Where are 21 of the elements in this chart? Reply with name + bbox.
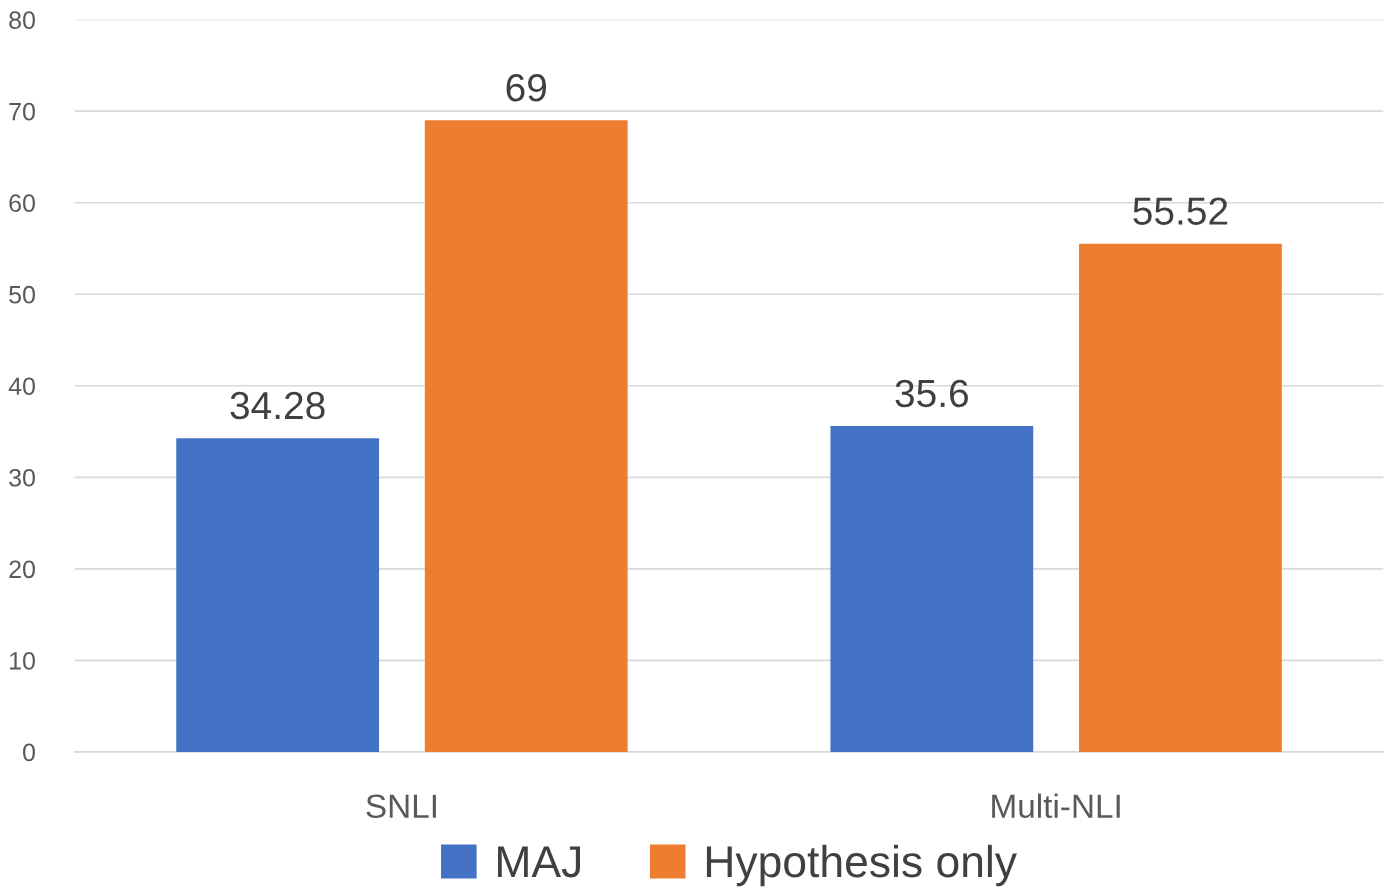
y-tick-label: 0 (23, 743, 35, 762)
legend-label: Hypothesis only (706, 844, 1017, 887)
bar (1079, 243, 1282, 752)
y-tick-label: 60 (9, 194, 35, 213)
x-tick-label: SNLI (366, 794, 436, 819)
bar (830, 426, 1034, 752)
legend-label: MAJ (498, 846, 580, 878)
data-label: 69 (506, 74, 547, 102)
y-tick-label: 80 (9, 11, 35, 29)
y-tick-label: 70 (9, 102, 35, 121)
y-tick-label: 10 (10, 651, 35, 670)
data-label: 55.52 (1133, 197, 1228, 225)
y-tick-label: 40 (8, 377, 35, 396)
data-label: 35.6 (895, 379, 968, 408)
bar (176, 438, 380, 752)
bar (424, 120, 628, 752)
data-label: 34.28 (230, 391, 325, 420)
x-tick-label: Multi-NLI (992, 793, 1120, 819)
y-tick-label: 30 (9, 468, 35, 487)
y-tick-label: 20 (9, 560, 35, 579)
y-tick-label: 50 (9, 285, 35, 304)
